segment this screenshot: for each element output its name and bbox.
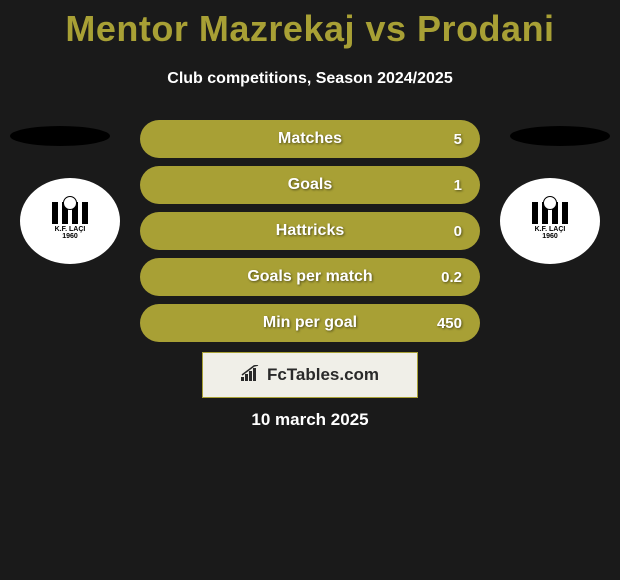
stat-label: Goals [288,176,332,194]
footer-logo-text: FcTables.com [267,365,379,385]
stat-label: Min per goal [263,314,357,332]
subtitle: Club competitions, Season 2024/2025 [0,70,620,88]
stat-row: Goals 1 [140,166,480,204]
badge-year-left: 1960 [62,233,78,240]
badge-label-left: K.F. LAÇI [55,226,86,233]
page-title: Mentor Mazrekaj vs Prodani [0,0,620,50]
stat-row: Hattricks 0 [140,212,480,250]
stat-value: 0 [454,223,462,240]
footer-logo-box[interactable]: FcTables.com [202,352,418,398]
club-badge-left: K.F. LAÇI 1960 [20,178,120,264]
stat-row: Matches 5 [140,120,480,158]
stat-label: Matches [278,130,342,148]
badge-label-right: K.F. LAÇI [535,226,566,233]
stat-label: Goals per match [247,268,372,286]
shadow-left [10,126,110,146]
stat-value: 450 [437,315,462,332]
club-badge-right: K.F. LAÇI 1960 [500,178,600,264]
stat-value: 5 [454,131,462,148]
stat-row: Goals per match 0.2 [140,258,480,296]
stat-label: Hattricks [276,222,344,240]
stat-row: Min per goal 450 [140,304,480,342]
badge-year-right: 1960 [542,233,558,240]
chart-icon [241,365,261,386]
date-text: 10 march 2025 [251,410,368,430]
stat-value: 0.2 [441,269,462,286]
stat-value: 1 [454,177,462,194]
stats-list: Matches 5 Goals 1 Hattricks 0 Goals per … [140,120,480,350]
shadow-right [510,126,610,146]
